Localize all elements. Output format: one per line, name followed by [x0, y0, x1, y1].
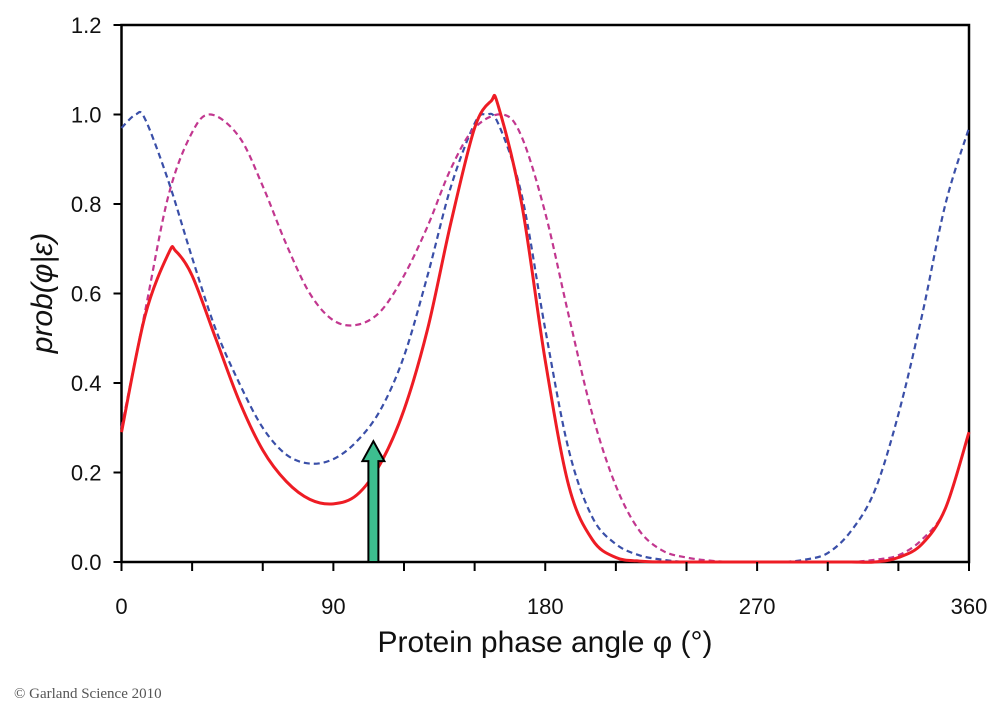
- copyright-notice: © Garland Science 2010: [14, 686, 162, 702]
- plot-border: [120, 23, 971, 564]
- x-tick-label: 0: [115, 594, 127, 619]
- series-line-3: [120, 93, 971, 564]
- x-tick-label: 270: [739, 594, 776, 619]
- y-tick-label: 1.2: [71, 13, 102, 38]
- y-axis-title: prob(φ|ε): [26, 233, 59, 355]
- x-tick-label: 90: [321, 594, 345, 619]
- y-tick-label: 0.4: [71, 371, 102, 396]
- series-line-2: [120, 113, 971, 564]
- y-tick-label: 0.6: [71, 282, 102, 307]
- plot-frame: [120, 23, 971, 564]
- y-tick-label: 1.0: [71, 103, 102, 128]
- y-tick-label: 0.2: [71, 461, 102, 486]
- series-line-1: [120, 110, 971, 564]
- x-tick-label: 360: [951, 594, 988, 619]
- y-tick-label: 0.0: [71, 550, 102, 575]
- marker-arrow: [360, 439, 387, 563]
- axes: 0.0 0.2 0.4 0.6 0.8 1.0 1.2 0 90 180 270 360: [71, 13, 987, 619]
- curves: [120, 93, 971, 564]
- x-tick-label: 180: [527, 594, 564, 619]
- x-axis-title: Protein phase angle φ (°): [378, 626, 713, 659]
- annotations: [360, 439, 387, 563]
- y-tick-label: 0.8: [71, 192, 102, 217]
